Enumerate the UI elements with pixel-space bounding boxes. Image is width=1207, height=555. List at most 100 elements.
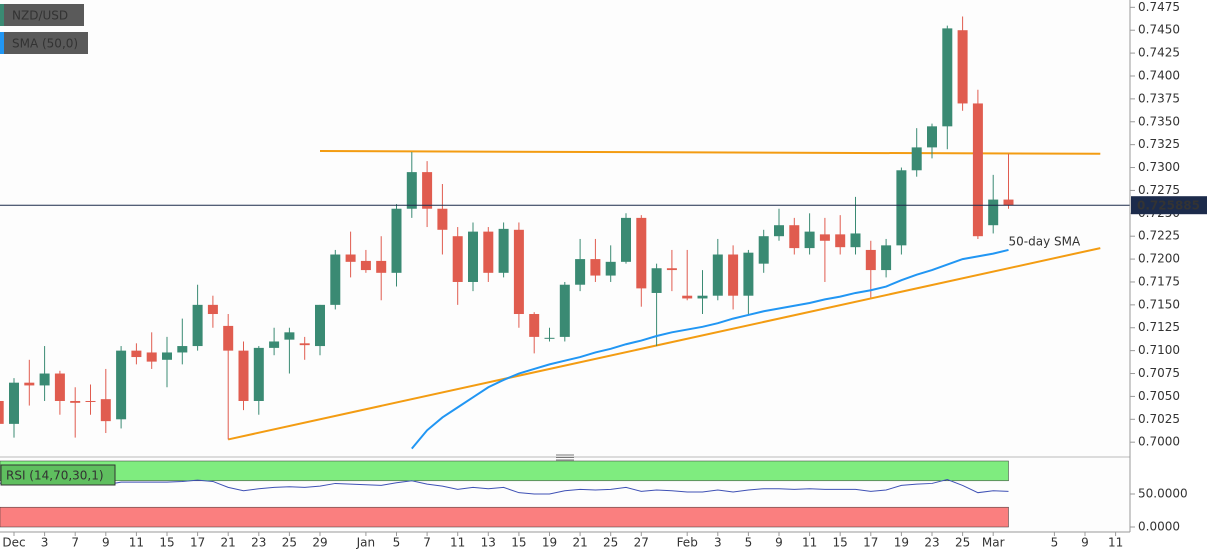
y-tick-label: 0.7100: [1138, 343, 1180, 357]
candle-body: [1003, 199, 1014, 206]
candle-body: [162, 352, 172, 360]
x-tick-label: 11: [129, 536, 144, 550]
legend-swatch: [0, 4, 4, 26]
y-tick-label: 0.7400: [1138, 68, 1180, 82]
rsi-line: [0, 478, 1009, 495]
trendline: [319, 150, 1101, 155]
y-tick-label: 0.7225: [1138, 229, 1180, 243]
x-tick-label: 15: [159, 536, 174, 550]
x-tick-label: 9: [1081, 536, 1089, 550]
candle-body: [238, 350, 249, 401]
candle-body: [70, 400, 81, 403]
candle-body: [253, 347, 264, 401]
candle-body: [24, 382, 35, 386]
rsi-label-box: [0, 464, 116, 486]
candle-body: [972, 103, 983, 237]
candle-body: [299, 343, 310, 346]
x-tick-label: 9: [102, 536, 110, 550]
x-tick-label: 13: [481, 536, 496, 550]
x-tick-label: 23: [924, 536, 939, 550]
candle-body: [697, 295, 708, 299]
legend-label: SMA (50,0): [12, 37, 78, 51]
candle-body: [0, 400, 4, 424]
candle-body: [468, 231, 478, 282]
candle-body: [177, 346, 188, 353]
y-tick-label: 0.7350: [1138, 114, 1180, 128]
legend-box: [0, 4, 84, 26]
candle-body: [988, 199, 999, 226]
candle-body: [881, 245, 892, 271]
oversold-band: [0, 506, 1009, 528]
candle-body: [651, 268, 662, 293]
x-tick-label: 17: [863, 536, 878, 550]
x-tick-label: 17: [190, 536, 205, 550]
rsi-label: RSI (14,70,30,1): [6, 469, 104, 483]
y-tick-label: 0.7475: [1138, 0, 1180, 14]
candle-body: [116, 350, 127, 420]
y-tick-label: 0.7175: [1138, 274, 1180, 288]
x-tick-label: Dec: [2, 536, 25, 550]
y-tick-label: 0.7200: [1138, 252, 1180, 266]
sma-line: [411, 248, 1009, 450]
candle-body: [636, 217, 647, 289]
candle-body: [437, 208, 448, 230]
candle-body: [682, 295, 693, 299]
candle-body: [942, 28, 953, 127]
candle-body: [575, 259, 586, 285]
trendline: [227, 247, 1101, 441]
candle-body: [85, 400, 96, 402]
candle-body: [223, 325, 234, 351]
y-tick-label: 0.7375: [1138, 91, 1180, 105]
candle-body: [513, 229, 524, 315]
candle-body: [957, 30, 968, 104]
legend-label: NZD/USD: [12, 9, 68, 23]
x-tick-label: 25: [282, 536, 297, 550]
candle-body: [605, 261, 616, 276]
candle-body: [207, 304, 218, 315]
candle-body: [345, 254, 356, 262]
candle-body: [315, 304, 325, 347]
x-tick-label: 3: [714, 536, 722, 550]
x-tick-label: Mar: [982, 536, 1005, 550]
candle-body: [192, 304, 203, 347]
candle-body: [422, 172, 433, 209]
y-tick-label: 0.7425: [1138, 46, 1180, 60]
candle-body: [131, 350, 142, 358]
candle-body: [9, 382, 19, 424]
candle-body: [819, 234, 830, 241]
x-tick-label: 25: [955, 536, 970, 550]
x-tick-label: 21: [572, 536, 587, 550]
y-tick-label: 0.7300: [1138, 160, 1180, 174]
candle-body: [406, 172, 417, 209]
x-tick-label: 19: [542, 536, 557, 550]
candle-body: [39, 373, 50, 386]
x-tick-label: 21: [221, 536, 236, 550]
candle-body: [804, 231, 815, 249]
candle-body: [728, 254, 739, 296]
candle-body: [54, 373, 65, 401]
candle-body: [774, 225, 784, 237]
candle-body: [330, 254, 341, 305]
candle-body: [284, 332, 295, 340]
candle-body: [758, 236, 769, 264]
y-tick-label: 0.7325: [1138, 137, 1180, 151]
separator-handle[interactable]: [556, 454, 574, 461]
candle-body: [376, 260, 387, 273]
candle-body: [911, 147, 922, 171]
candle-body: [927, 126, 937, 148]
candle-body: [544, 337, 555, 339]
x-tick-label: 19: [894, 536, 909, 550]
candle-body: [896, 170, 907, 246]
candle-body: [712, 254, 723, 296]
y-tick-label: 0.7075: [1138, 366, 1180, 380]
x-tick-label: 7: [423, 536, 431, 550]
y-tick-label: 0.7450: [1138, 23, 1180, 37]
x-tick-label: 3: [41, 536, 49, 550]
x-tick-label: 11: [1108, 536, 1123, 550]
overbought-band: [0, 460, 1009, 482]
x-tick-label: 15: [833, 536, 848, 550]
candle-body: [146, 352, 157, 362]
x-tick-label: 23: [251, 536, 266, 550]
